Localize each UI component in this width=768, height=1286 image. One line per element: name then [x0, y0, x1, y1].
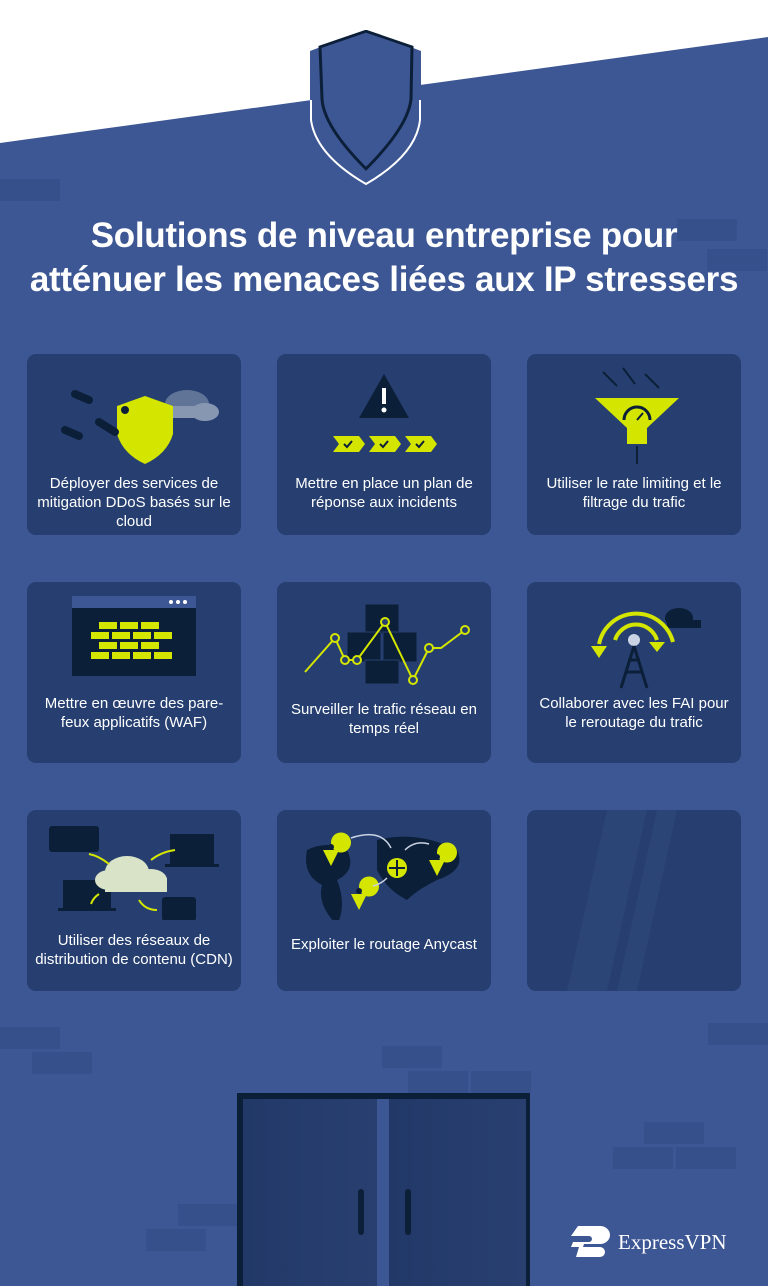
wall-brick — [644, 1122, 704, 1144]
solution-card-cloud-ddos: Déployer des services de mitigation DDoS… — [27, 354, 241, 535]
expressvpn-logo-icon — [571, 1226, 610, 1257]
wall-brick — [146, 1229, 206, 1251]
card-label: Mettre en place un plan de réponse aux i… — [295, 475, 473, 511]
wall-brick — [0, 1027, 60, 1049]
glass-reflection-decoration — [567, 810, 677, 991]
empty-card — [527, 810, 741, 991]
expressvpn-logo: ExpressVPN — [570, 1226, 727, 1258]
solution-card-incident-plan: Mettre en place un plan de réponse aux i… — [277, 354, 491, 535]
firewall-browser-icon — [72, 596, 196, 676]
card-label: Collaborer avec les FAI pour le reroutag… — [539, 695, 729, 731]
wall-brick — [676, 1147, 736, 1169]
door-gap — [377, 1099, 389, 1286]
card-label: Surveiller le trafic réseau en temps rée… — [291, 701, 477, 737]
wall-brick — [0, 179, 60, 201]
title-line-1: Solutions de niveau entreprise pour — [90, 216, 678, 255]
solution-card-cdn: Utiliser des réseaux de distribution de … — [27, 810, 241, 991]
page-title: Solutions de niveau entreprise pour atté… — [0, 214, 768, 302]
cdn-cloud-devices-icon — [49, 826, 219, 920]
brand-name: ExpressVPN — [618, 1229, 727, 1254]
solution-card-monitoring: Surveiller le trafic réseau en temps rée… — [277, 582, 491, 763]
wall-brick — [408, 1071, 468, 1093]
card-label: Exploiter le routage Anycast — [291, 936, 477, 953]
wall-brick — [471, 1071, 531, 1093]
door-handle — [358, 1189, 364, 1235]
card-label: Utiliser des réseaux de distribution de … — [35, 932, 233, 968]
door-leaf-right — [389, 1099, 526, 1286]
world-map-pins-icon — [306, 832, 460, 920]
card-label: Utiliser le rate limiting et le filtrage… — [546, 475, 722, 511]
wall-brick — [178, 1204, 238, 1226]
door-handle — [405, 1189, 411, 1235]
wall-brick — [613, 1147, 673, 1169]
cloud-shield-icon — [61, 390, 219, 464]
card-label: Déployer des services de mitigation DDoS… — [37, 475, 231, 530]
door-leaf-left — [243, 1099, 377, 1286]
title-line-2: atténuer les menaces liées aux IP stress… — [29, 260, 739, 299]
antenna-reroute-icon — [591, 608, 701, 689]
warning-checklist-icon — [333, 374, 437, 452]
shield-icon — [310, 30, 421, 186]
wall-brick — [677, 219, 737, 241]
solution-card-isp-rerouting: Collaborer avec les FAI pour le reroutag… — [527, 582, 741, 763]
solution-card-rate-limiting: Utiliser le rate limiting et le filtrage… — [527, 354, 741, 535]
wall-brick — [708, 1023, 768, 1045]
wall-brick — [32, 1052, 92, 1074]
wall-brick — [382, 1046, 442, 1068]
filter-funnel-icon — [595, 367, 679, 464]
card-label: Mettre en œuvre des pare-feux applicatif… — [44, 695, 224, 731]
wall-brick — [707, 249, 767, 271]
network-graph-icon — [304, 603, 470, 685]
solution-card-anycast: Exploiter le routage Anycast — [277, 810, 491, 991]
double-door — [237, 1093, 530, 1286]
solution-card-waf: Mettre en œuvre des pare-feux applicatif… — [27, 582, 241, 763]
